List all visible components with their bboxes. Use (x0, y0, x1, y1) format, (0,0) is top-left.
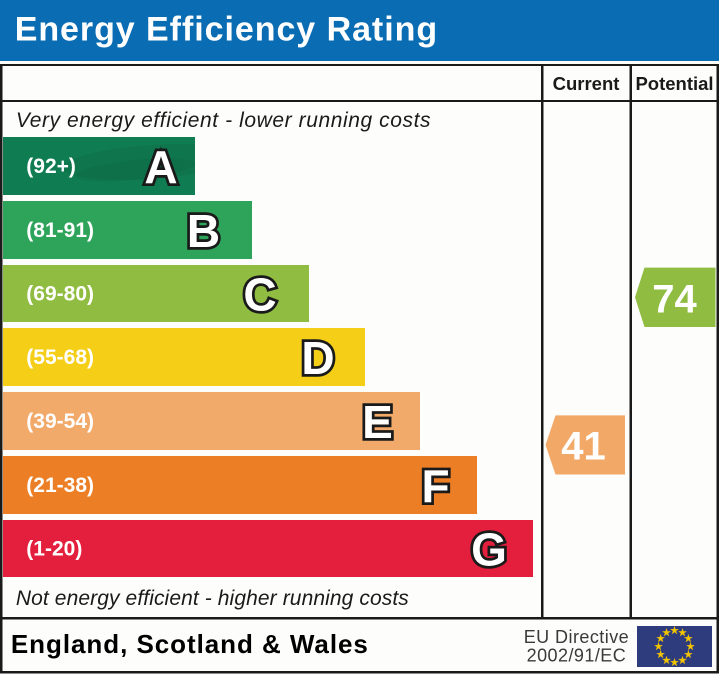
svg-text:(39-54): (39-54) (26, 410, 94, 433)
svg-text:Potential: Potential (635, 73, 713, 94)
svg-text:(92+): (92+) (26, 155, 76, 178)
svg-text:(55-68): (55-68) (26, 346, 94, 369)
svg-text:EU Directive: EU Directive (524, 627, 629, 647)
svg-text:(1-20): (1-20) (26, 537, 82, 560)
svg-text:(69-80): (69-80) (26, 282, 94, 305)
svg-text:(81-91): (81-91) (26, 219, 94, 242)
svg-text:D: D (301, 332, 334, 384)
svg-text:Not energy efficient - higher: Not energy efficient - higher running co… (16, 587, 409, 610)
svg-text:F: F (421, 460, 449, 512)
svg-text:41: 41 (561, 424, 606, 468)
svg-text:2002/91/EC: 2002/91/EC (527, 646, 627, 666)
svg-text:England, Scotland & Wales: England, Scotland & Wales (11, 629, 369, 659)
svg-text:(21-38): (21-38) (26, 474, 94, 497)
svg-text:A: A (144, 141, 177, 193)
svg-text:Current: Current (553, 73, 620, 94)
svg-text:E: E (362, 396, 393, 448)
svg-text:Energy Efficiency Rating: Energy Efficiency Rating (15, 10, 438, 48)
svg-text:B: B (187, 205, 220, 257)
svg-text:74: 74 (652, 277, 697, 321)
svg-text:C: C (243, 268, 276, 320)
svg-text:G: G (471, 523, 507, 575)
svg-text:Very energy efficient - lower: Very energy efficient - lower running co… (16, 109, 431, 132)
